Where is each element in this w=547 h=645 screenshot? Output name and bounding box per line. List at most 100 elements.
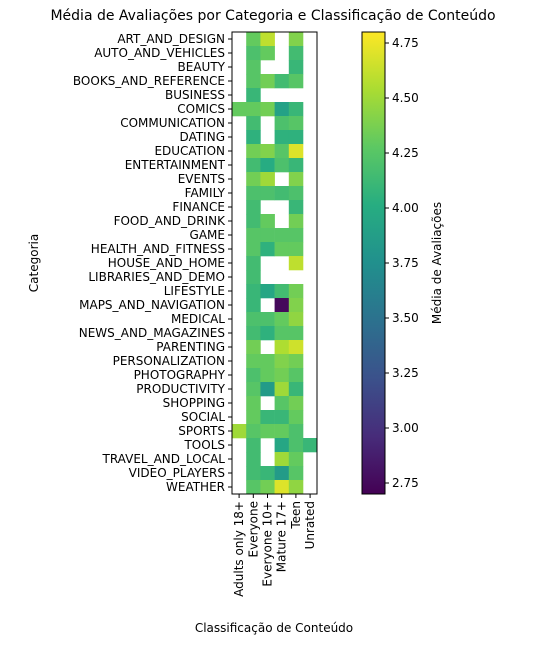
heatmap-cell (260, 368, 275, 383)
chart-title: Média de Avaliações por Categoria e Clas… (50, 8, 495, 24)
heatmap-cell (288, 200, 304, 215)
heatmap-cell (288, 424, 304, 439)
heatmap-cell (246, 396, 261, 411)
heatmap-cell (246, 354, 261, 369)
y-tick-label: PARENTING (156, 340, 225, 354)
heatmap-cell (246, 228, 261, 243)
colorbar-label: Média de Avaliações (430, 202, 444, 324)
heatmap-cell (246, 438, 261, 453)
heatmap-cell (274, 382, 290, 397)
heatmap-cell (246, 60, 261, 75)
heatmap-cell (288, 74, 304, 89)
heatmap-cell (274, 186, 290, 201)
heatmap-cell (246, 256, 261, 271)
heatmap-cell (260, 410, 275, 425)
heatmap-cell (288, 382, 304, 397)
heatmap-cell (260, 424, 275, 439)
heatmap-cell (288, 144, 304, 159)
heatmap-cell (260, 354, 275, 369)
y-tick-label: WEATHER (166, 480, 225, 494)
heatmap-cell (288, 354, 304, 369)
colorbar-tick-label: 3.00 (392, 421, 419, 435)
y-axis-ticks: ART_AND_DESIGNAUTO_AND_VEHICLESBEAUTYBOO… (73, 32, 232, 494)
heatmap-cell (288, 396, 304, 411)
heatmap-cell (260, 46, 275, 61)
heatmap-cell (274, 116, 290, 131)
heatmap-cell (260, 214, 275, 229)
heatmap-cell (288, 256, 304, 271)
heatmap-cell (260, 74, 275, 89)
colorbar-tick-label: 4.25 (392, 146, 419, 160)
heatmap-cell (288, 228, 304, 243)
y-tick-label: HEALTH_AND_FITNESS (91, 242, 225, 256)
x-tick-label: Mature 17+ (275, 501, 289, 572)
heatmap-cell (274, 228, 290, 243)
heatmap-cell (288, 46, 304, 61)
heatmap-cell (274, 396, 290, 411)
heatmap-cell (288, 242, 304, 257)
heatmap-cell (288, 186, 304, 201)
y-tick-label: DATING (180, 130, 225, 144)
heatmap-cells (232, 32, 318, 495)
heatmap-cell (274, 242, 290, 257)
heatmap-cell (246, 214, 261, 229)
x-tick-label: Teen (289, 501, 303, 530)
heatmap-cell (260, 382, 275, 397)
colorbar (361, 31, 386, 495)
colorbar-tick-label: 3.75 (392, 256, 419, 270)
y-tick-label: VIDEO_PLAYERS (129, 466, 225, 480)
y-tick-label: MEDICAL (171, 312, 225, 326)
colorbar-tick-label: 4.50 (392, 91, 419, 105)
heatmap-cell (288, 158, 304, 173)
heatmap-cell (274, 130, 290, 145)
heatmap-cell (246, 200, 261, 215)
heatmap-cell (246, 452, 261, 467)
heatmap-cell (260, 144, 275, 159)
heatmap-cell (274, 452, 290, 467)
y-tick-label: EDUCATION (154, 144, 225, 158)
colorbar-ticks: 2.75 3.00 3.25 3.50 3.75 4.00 4.25 4.50 4.75 (385, 36, 419, 490)
x-axis-ticks: Adults only 18+ Everyone Everyone 10+ Matur… (232, 494, 317, 597)
heatmap-cell (246, 74, 261, 89)
heatmap-cell (288, 340, 304, 355)
y-tick-label: BEAUTY (178, 60, 226, 74)
heatmap-cell (260, 32, 275, 47)
heatmap-cell (274, 368, 290, 383)
heatmap-cell (274, 354, 290, 369)
heatmap-cell (288, 452, 304, 467)
y-tick-label: COMICS (177, 102, 225, 116)
y-tick-label: SOCIAL (181, 410, 225, 424)
heatmap-cell (246, 368, 261, 383)
heatmap-cell (274, 480, 290, 495)
heatmap-cell (288, 116, 304, 131)
heatmap-cell (246, 410, 261, 425)
x-tick-label: Unrated (303, 501, 317, 549)
heatmap-cell (246, 298, 261, 313)
y-tick-label: BUSINESS (165, 88, 225, 102)
y-tick-label: LIFESTYLE (164, 284, 225, 298)
heatmap-cell (288, 298, 304, 313)
heatmap-cell (246, 46, 261, 61)
y-tick-label: SPORTS (178, 424, 225, 438)
y-tick-label: TRAVEL_AND_LOCAL (101, 452, 225, 466)
y-tick-label: PERSONALIZATION (113, 354, 225, 368)
y-tick-label: SHOPPING (163, 396, 225, 410)
y-tick-label: TOOLS (183, 438, 225, 452)
heatmap-cell (232, 424, 247, 439)
heatmap-cell (246, 172, 261, 187)
heatmap-cell (246, 158, 261, 173)
heatmap-cell (274, 158, 290, 173)
heatmap-cell (246, 144, 261, 159)
colorbar-tick-label: 4.75 (392, 36, 419, 50)
heatmap-cell (274, 102, 290, 117)
heatmap-cell (288, 284, 304, 299)
heatmap-cell (246, 466, 261, 481)
y-tick-label: FAMILY (185, 186, 226, 200)
heatmap-cell (288, 214, 304, 229)
heatmap-cell (260, 172, 275, 187)
heatmap-cell (260, 242, 275, 257)
heatmap-cell (246, 88, 261, 103)
colorbar-tick-label: 2.75 (392, 476, 419, 490)
y-tick-label: GAME (190, 228, 225, 242)
heatmap-cell (288, 466, 304, 481)
